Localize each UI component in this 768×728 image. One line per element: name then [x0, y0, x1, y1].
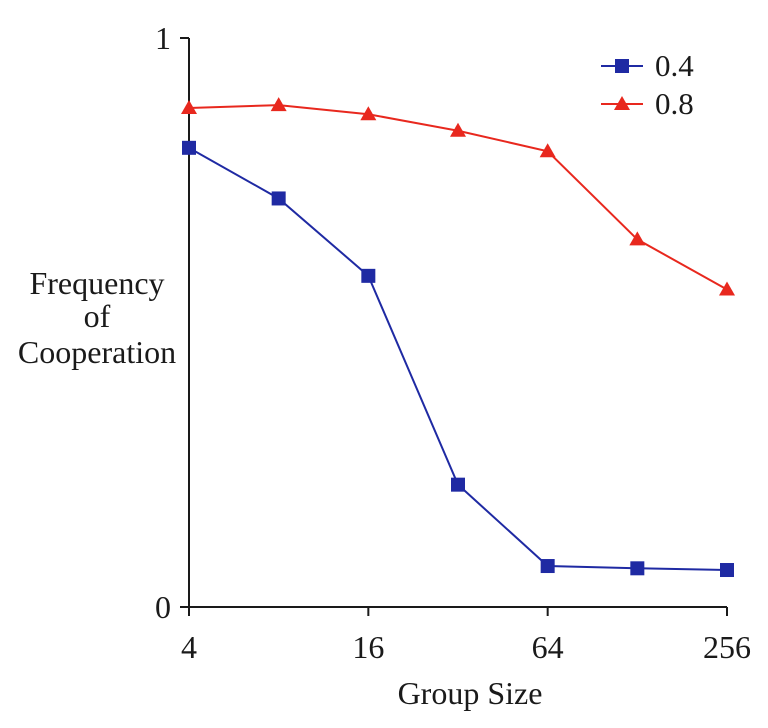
data-point-0.4 — [182, 140, 196, 155]
x-tick-label: 4 — [181, 629, 197, 665]
series-line-0.4 — [188, 146, 728, 572]
legend-marker-0.4 — [615, 59, 629, 73]
data-point-0.8 — [270, 97, 287, 112]
data-point-0.4 — [630, 561, 645, 576]
legend: 0.4 0.8 — [601, 48, 694, 121]
data-point-0.8 — [360, 106, 377, 121]
data-point-0.4 — [540, 559, 555, 574]
data-point-0.4 — [720, 563, 734, 578]
data-point-0.8 — [450, 122, 466, 137]
data-point-0.4 — [451, 477, 465, 492]
x-tick-label: 64 — [532, 629, 564, 665]
legend-label-0.4: 0.4 — [655, 48, 694, 83]
data-point-0.8 — [539, 143, 556, 158]
y-axis-label-line-2: of — [84, 298, 111, 334]
legend-marker-0.8 — [614, 96, 630, 110]
y-axis-label-line-3: Cooperation — [18, 334, 176, 370]
x-tick-label: 16 — [352, 629, 384, 665]
x-tick-label: 256 — [703, 629, 751, 665]
y-tick-label: 1 — [155, 20, 171, 56]
legend-label-0.8: 0.8 — [655, 86, 694, 121]
x-axis-label: Group Size — [398, 675, 543, 711]
data-point-0.8 — [181, 99, 197, 114]
legend-item-0.4: 0.4 — [601, 48, 694, 83]
data-point-0.4 — [361, 268, 376, 283]
data-point-0.4 — [271, 191, 286, 206]
y-axis-label-line-1: Frequency — [29, 265, 164, 301]
data-point-0.8 — [719, 281, 735, 296]
plot-series — [181, 97, 735, 578]
data-point-0.8 — [629, 231, 646, 246]
axis-ticks: 4 16 64 256 0 1 — [155, 20, 751, 665]
legend-item-0.8: 0.8 — [601, 86, 694, 121]
y-tick-label: 0 — [155, 589, 171, 625]
